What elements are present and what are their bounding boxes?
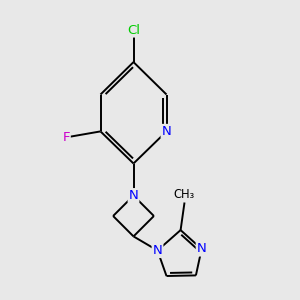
Text: N: N [162, 125, 171, 138]
Text: N: N [129, 189, 138, 202]
Text: N: N [197, 242, 206, 256]
Text: Cl: Cl [127, 23, 140, 37]
Text: N: N [153, 244, 162, 257]
Text: CH₃: CH₃ [174, 188, 195, 201]
Text: F: F [62, 131, 70, 144]
